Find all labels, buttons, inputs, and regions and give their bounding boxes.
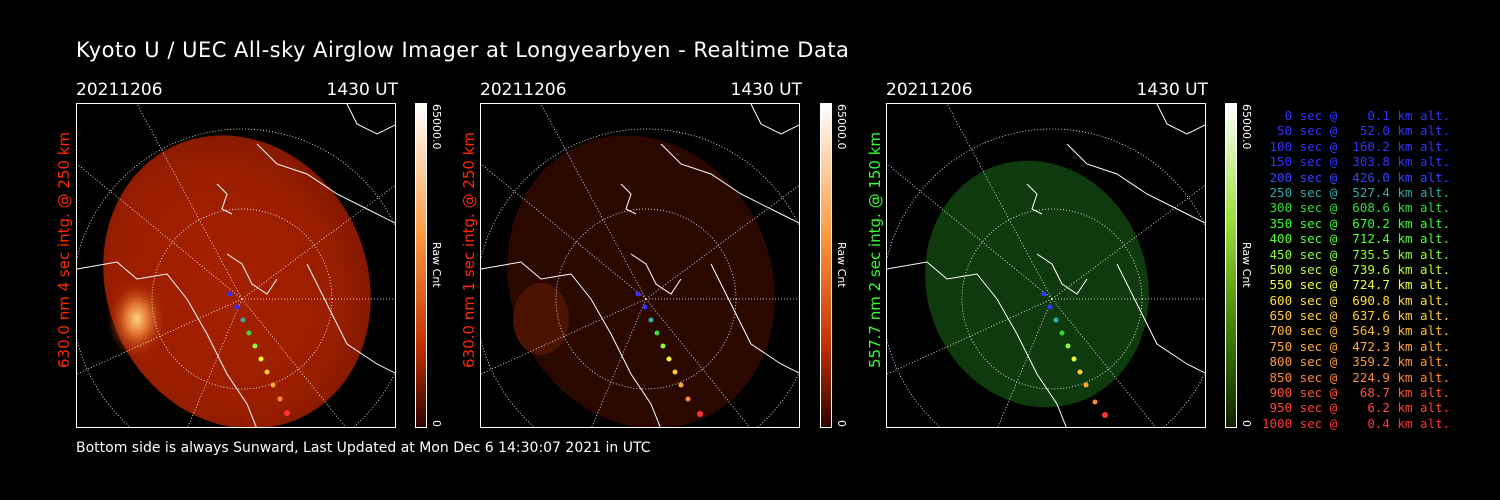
colorbar [415,103,427,428]
panel-side-label: 557.7 nm 2 sec intg. @ 150 km [866,131,884,368]
colorbar-max: 65000.0 [835,104,848,150]
colorbar [820,103,832,428]
legend-row: 700 sec @ 564.9 km alt. [1262,323,1451,339]
panel-time: 1430 UT [326,80,399,100]
legend-row: 0 sec @ 0.1 km alt. [1262,108,1451,123]
legend-row: 550 sec @ 724.7 km alt. [1262,277,1451,293]
legend-row: 100 sec @ 160.2 km alt. [1262,138,1451,154]
colorbar-min: 0 [1240,420,1253,427]
legend-row: 50 sec @ 52.0 km alt. [1262,123,1451,139]
legend-row: 850 sec @ 224.9 km alt. [1262,369,1451,385]
legend-row: 750 sec @ 472.3 km alt. [1262,338,1451,354]
allsky-image [76,103,396,428]
colorbar-max: 65000.0 [430,104,443,150]
legend-row: 300 sec @ 608.6 km alt. [1262,200,1451,216]
panel-time: 1430 UT [1136,80,1209,100]
colorbar-label: Raw Cnt [1240,242,1253,288]
airglow-disk [103,135,371,427]
allsky-image [480,103,800,428]
legend-row: 1000 sec @ 0.4 km alt. [1262,415,1451,431]
panel-date: 20211206 [76,80,163,100]
panel-date: 20211206 [886,80,973,100]
imager-panel-3: 20211206 1430 UT [886,80,1216,430]
footer-note: Bottom side is always Sunward, Last Upda… [76,440,651,456]
legend-row: 350 sec @ 670.2 km alt. [1262,215,1451,231]
legend-row: 400 sec @ 712.4 km alt. [1262,231,1451,247]
airglow-disk [925,160,1149,408]
legend-row: 600 sec @ 690.8 km alt. [1262,292,1451,308]
airglow-disk [507,135,775,427]
legend-row: 500 sec @ 739.6 km alt. [1262,261,1451,277]
legend-row: 450 sec @ 735.5 km alt. [1262,246,1451,262]
colorbar-max: 65000.0 [1240,104,1253,150]
colorbar [1225,103,1237,428]
aurora-bright-spot [513,283,569,355]
legend-row: 800 sec @ 359.2 km alt. [1262,354,1451,370]
legend-row: 250 sec @ 527.4 km alt. [1262,184,1451,200]
legend-row: 950 sec @ 6.2 km alt. [1262,400,1451,416]
panel-time: 1430 UT [730,80,803,100]
satellite-track [635,291,703,417]
colorbar-min: 0 [835,420,848,427]
track-legend: 0 sec @ 0.1 km alt. 50 sec @ 52.0 km alt… [1262,108,1451,431]
colorbar-label: Raw Cnt [835,242,848,288]
panel-date: 20211206 [480,80,567,100]
allsky-image [886,103,1206,428]
imager-panel-1: 20211206 1430 UT [76,80,406,430]
colorbar-label: Raw Cnt [430,242,443,288]
panel-side-label: 630.0 nm 1 sec intg. @ 250 km [460,131,478,368]
legend-row: 650 sec @ 637.6 km alt. [1262,308,1451,324]
legend-row: 200 sec @ 426.0 km alt. [1262,169,1451,185]
legend-row: 900 sec @ 68.7 km alt. [1262,385,1451,401]
satellite-track [1041,291,1108,418]
legend-row: 150 sec @ 303.8 km alt. [1262,154,1451,170]
panel-side-label: 630.0 nm 4 sec intg. @ 250 km [55,131,73,368]
satellite-track [227,291,290,416]
aurora-bright-spot [107,279,167,359]
imager-panel-2: 20211206 1430 UT [480,80,810,430]
page-title: Kyoto U / UEC All-sky Airglow Imager at … [76,38,850,62]
colorbar-min: 0 [430,420,443,427]
